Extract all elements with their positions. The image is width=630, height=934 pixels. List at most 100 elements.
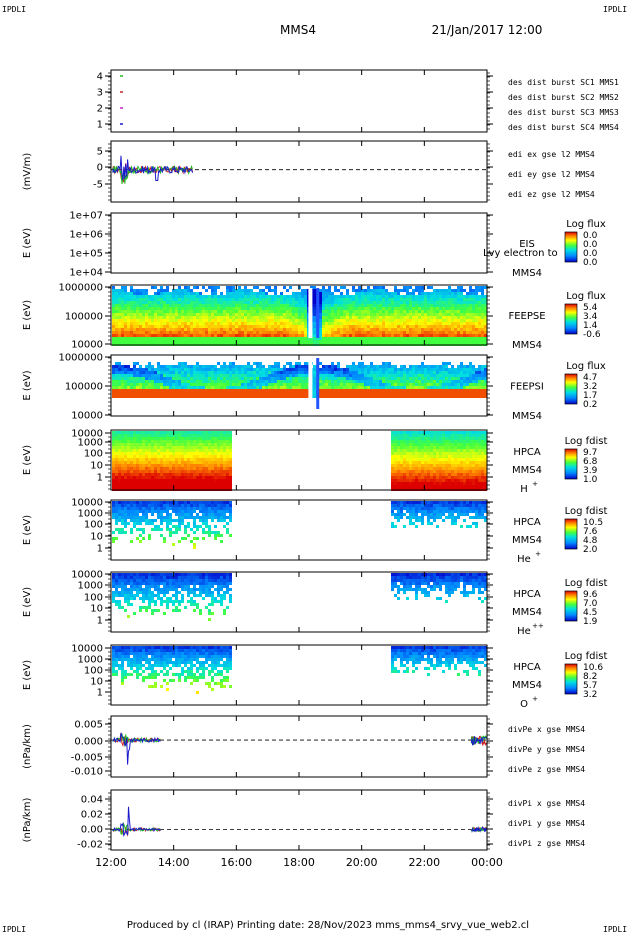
spectrogram-cell	[412, 328, 415, 331]
panel-frame	[110, 69, 488, 133]
spectrogram-cell	[292, 386, 295, 389]
spectrogram-cell	[112, 377, 115, 380]
spectrogram-cell	[115, 395, 118, 398]
spectrogram-cell	[295, 310, 298, 313]
spectrogram-cell	[442, 365, 445, 368]
spectrogram-cell	[484, 310, 487, 313]
spectrogram-cell	[172, 461, 175, 464]
spectrogram-cell	[274, 301, 277, 304]
spectrogram-cell	[424, 322, 427, 325]
spectrogram-cell	[424, 319, 427, 322]
spectrogram-cell	[454, 340, 457, 343]
spectrogram-cell	[214, 455, 217, 458]
spectrogram-cell	[196, 304, 199, 307]
spectrogram-cell	[439, 374, 442, 377]
spectrogram-cell	[115, 461, 118, 464]
spectrogram-cell	[433, 340, 436, 343]
spectrogram-cell	[202, 446, 205, 449]
spectrogram-cell	[409, 295, 412, 298]
spectrogram-cell	[382, 301, 385, 304]
spectrogram-cell	[175, 470, 178, 473]
spectrogram-cell	[379, 295, 382, 298]
spectrogram-cell	[451, 374, 454, 377]
spectrogram-cell	[334, 304, 337, 307]
spectrogram-cell	[211, 467, 214, 470]
spectrogram-cell	[205, 289, 208, 292]
spectrogram-cell	[268, 368, 271, 371]
spectrogram-cell	[139, 476, 142, 479]
spectrogram-cell	[178, 286, 181, 289]
spectrogram-cell	[157, 452, 160, 455]
spectrogram-cell	[439, 386, 442, 389]
spectrogram-cell	[385, 295, 388, 298]
spectrogram-cell	[373, 307, 376, 310]
spectrogram-cell	[202, 470, 205, 473]
spectrogram-cell	[184, 464, 187, 467]
spectrogram-cell	[478, 340, 481, 343]
spectrogram-cell	[157, 461, 160, 464]
spectrogram-cell	[163, 298, 166, 301]
spectrogram-cell	[415, 304, 418, 307]
spectrogram-cell	[403, 365, 406, 368]
spectrogram-cell	[229, 473, 232, 476]
spectrogram-cell	[409, 334, 412, 337]
spectrogram-cell	[400, 380, 403, 383]
spectrogram-cell	[358, 286, 361, 289]
spectrogram-cell	[154, 295, 157, 298]
spectrogram-cell	[160, 371, 163, 374]
spectrogram-cell	[472, 304, 475, 307]
spectrogram-cell	[289, 331, 292, 334]
spectrogram-cell	[424, 368, 427, 371]
spectrogram-cell	[181, 458, 184, 461]
spectrogram-cell	[205, 389, 208, 392]
spectrogram-cell	[136, 437, 139, 440]
spectrogram-cell	[127, 461, 130, 464]
spectrogram-cell	[127, 298, 130, 301]
spectrogram-cell	[310, 286, 313, 289]
spectrogram-cell	[424, 313, 427, 316]
spectrogram-cell	[472, 334, 475, 337]
spectrogram-cell	[430, 307, 433, 310]
spectrogram-cell	[211, 452, 214, 455]
spectrogram-cell	[253, 368, 256, 371]
spectrogram-cell	[436, 374, 439, 377]
spectrogram-cell	[415, 392, 418, 395]
spectrogram-cell	[403, 383, 406, 386]
spectrogram-cell	[175, 316, 178, 319]
spectrogram-cell	[466, 371, 469, 374]
spectrogram-cell	[445, 389, 448, 392]
spectrogram-cell	[148, 434, 151, 437]
spectrogram-cell	[214, 337, 217, 340]
spectrogram-cell	[232, 286, 235, 289]
spectrogram-cell	[454, 304, 457, 307]
spectrogram-cell	[124, 464, 127, 467]
spectrogram-cell	[187, 470, 190, 473]
spectrogram-cell	[217, 395, 220, 398]
spectrogram-cell	[454, 295, 457, 298]
spectrogram-cell	[358, 295, 361, 298]
spectrogram-cell	[412, 485, 415, 488]
spectrogram-cell	[250, 337, 253, 340]
spectrogram-cell	[343, 368, 346, 371]
spectrogram-cell	[376, 395, 379, 398]
spectrogram-cell	[313, 286, 316, 289]
spectrogram-cell	[220, 461, 223, 464]
spectrogram-cell	[364, 328, 367, 331]
spectrogram-cell	[466, 389, 469, 392]
spectrogram-cell	[166, 482, 169, 485]
spectrogram-cell	[397, 449, 400, 452]
spectrogram-cell	[394, 316, 397, 319]
spectrogram-cell	[358, 374, 361, 377]
spectrogram-cell	[478, 386, 481, 389]
spectrogram-cell	[298, 319, 301, 322]
spectrogram-cell	[373, 328, 376, 331]
spectrogram-cell	[187, 476, 190, 479]
spectrogram-cell	[205, 473, 208, 476]
spectrogram-cell	[226, 431, 229, 434]
spectrogram-cell	[190, 461, 193, 464]
spectrogram-cell	[463, 331, 466, 334]
spectrogram-cell	[196, 434, 199, 437]
spectrogram-cell	[142, 322, 145, 325]
spectrogram-cell	[412, 437, 415, 440]
spectrogram-cell	[430, 292, 433, 295]
